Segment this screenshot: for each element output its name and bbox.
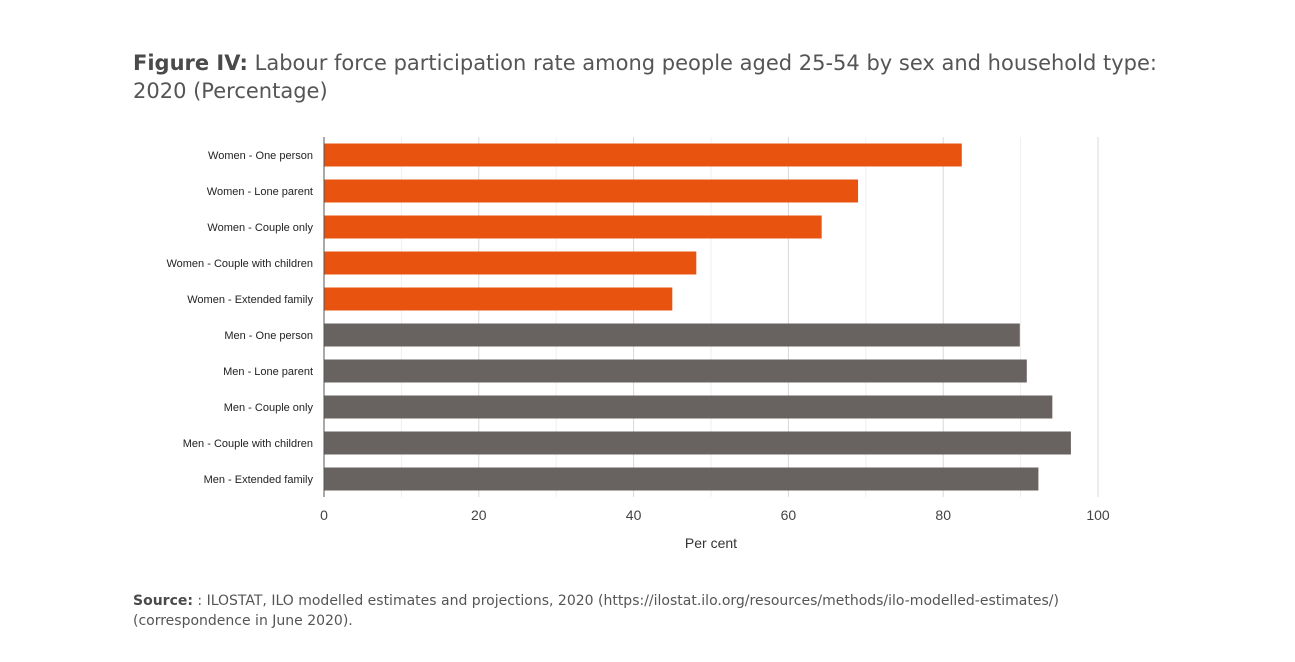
x-tick-label: 60 [781, 507, 797, 523]
bar [324, 431, 1071, 455]
category-label: Women - One person [208, 150, 313, 162]
category-label: Women - Lone parent [207, 186, 313, 198]
bar [324, 467, 1039, 491]
chart-title: Figure IV: Labour force participation ra… [133, 49, 1163, 105]
figure-label: Figure IV: [133, 51, 248, 75]
category-label: Men - Couple with children [183, 438, 313, 450]
x-tick-label: 40 [626, 507, 642, 523]
source-note: Source: : ILOSTAT, ILO modelled estimate… [133, 591, 1173, 631]
figure-title: Labour force participation rate among pe… [133, 51, 1157, 103]
x-tick-label: 100 [1086, 507, 1110, 523]
bar [324, 323, 1020, 347]
bar [324, 359, 1027, 383]
bar [324, 287, 673, 311]
x-axis-label: Per cent [685, 535, 737, 551]
category-label: Women - Couple only [207, 222, 313, 234]
bar [324, 143, 962, 167]
x-tick-label: 0 [320, 507, 328, 523]
category-label: Men - One person [224, 330, 313, 342]
category-label: Men - Lone parent [223, 366, 313, 378]
category-label: Men - Extended family [204, 474, 314, 486]
x-tick-label: 80 [935, 507, 951, 523]
source-text: : ILOSTAT, ILO modelled estimates and pr… [133, 593, 1059, 629]
category-label: Men - Couple only [224, 402, 314, 414]
bar [324, 215, 822, 239]
bar [324, 179, 859, 203]
source-label: Source: [133, 593, 193, 609]
bar [324, 251, 697, 275]
category-label: Women - Extended family [187, 294, 313, 306]
x-tick-label: 20 [471, 507, 487, 523]
category-label: Women - Couple with children [166, 258, 313, 270]
bar [324, 395, 1053, 419]
